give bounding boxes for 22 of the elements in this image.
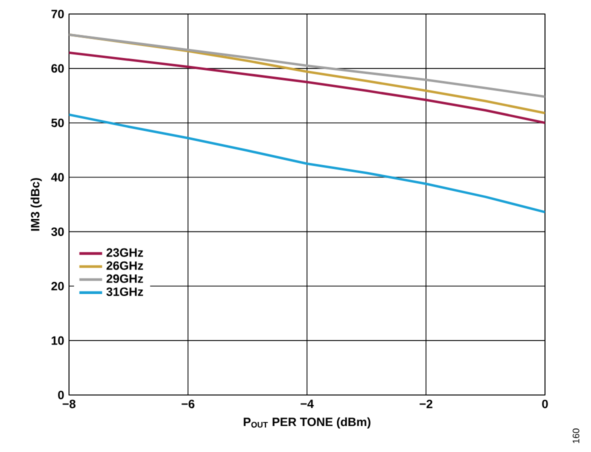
legend-label: 26GHz	[106, 261, 144, 270]
x-tick-label: −2	[420, 400, 432, 408]
legend-label: 31GHz	[106, 287, 144, 296]
line-series	[69, 113, 545, 214]
y-axis-title: IM3 (dBc)	[30, 178, 42, 231]
y-tick-label: 20	[51, 282, 64, 290]
x-tick-label: 0	[542, 400, 548, 408]
y-tick-label: 60	[51, 64, 64, 73]
y-tick-label: 40	[51, 173, 64, 182]
y-tick-label: 70	[51, 10, 64, 18]
y-tick-label: 10	[52, 336, 64, 345]
y-tick-label: 50	[51, 118, 64, 128]
y-tick-label: 0	[58, 390, 64, 400]
text: 160	[572, 428, 580, 444]
x-tick-label: −8	[62, 400, 76, 408]
x-axis-title: P$_{OUT}$ PER TONE (dBm)	[244, 417, 370, 429]
x-tick-label: −6	[182, 400, 194, 408]
line-series	[69, 51, 545, 124]
x-tick-label: −4	[300, 400, 314, 408]
legend-label: 23GHz	[106, 248, 144, 257]
y-tick-label: 30	[51, 227, 64, 236]
legend-label: 29GHz	[106, 274, 144, 283]
